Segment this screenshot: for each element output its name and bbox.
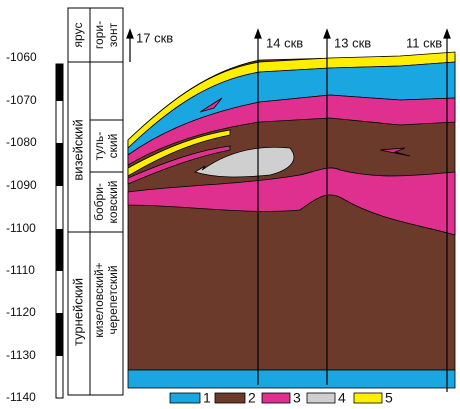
depth-label: -1090 [6,178,37,192]
well-arrow [255,30,261,38]
legend-label: 5 [385,390,393,406]
stage-header: ярус [71,23,85,48]
well-arrow [444,30,450,38]
legend-swatch [262,393,290,403]
horizon-name: туль- [92,132,106,161]
layer-blue-bottom [128,370,455,388]
horizon-name: черепетский [106,265,120,334]
legend [170,393,382,403]
horizon-name: ский [106,134,120,159]
stage-name: турнейский [70,278,85,346]
depth-label: -1080 [6,135,37,149]
depth-label: -1130 [6,348,36,362]
horizon-name: кизеловский+ [92,262,106,337]
section [128,52,455,388]
stage-name: визейский [70,119,85,180]
depth-label: -1110 [6,263,35,277]
depth-label: -1060 [6,50,37,64]
legend-swatch [215,393,245,403]
well-arrow [127,30,133,38]
scale-black [56,143,63,186]
depth-axis: -1060 -1070 -1080 -1090 -1100 -1110 -112… [6,50,63,404]
section-diagram: -1060 -1070 -1080 -1090 -1100 -1110 -112… [0,0,460,409]
depth-label: -1120 [6,305,36,319]
depth-label: -1070 [6,93,37,107]
well-arrow [324,30,330,38]
well-label: 13 скв [334,35,371,50]
scale-black [56,64,63,101]
well-label: 17 скв [136,30,173,45]
horizon-name: ковский [106,181,120,224]
scale-black [56,229,63,271]
scale-black [56,313,63,356]
horizon-header: зонт [106,22,120,47]
legend-label: 1 [203,390,211,406]
well-label: 14 скв [266,35,303,50]
depth-label: -1100 [6,221,36,235]
legend-swatch [307,393,335,403]
well-label: 11 скв [406,35,442,50]
legend-swatch [170,393,200,403]
legend-swatch [354,393,382,403]
legend-label: 2 [248,390,256,406]
depth-label: -1140 [6,390,36,404]
legend-label: 3 [293,390,301,406]
horizon-name: бобри- [92,183,106,221]
horizon-header: гори- [92,21,106,49]
legend-label: 4 [338,390,346,406]
